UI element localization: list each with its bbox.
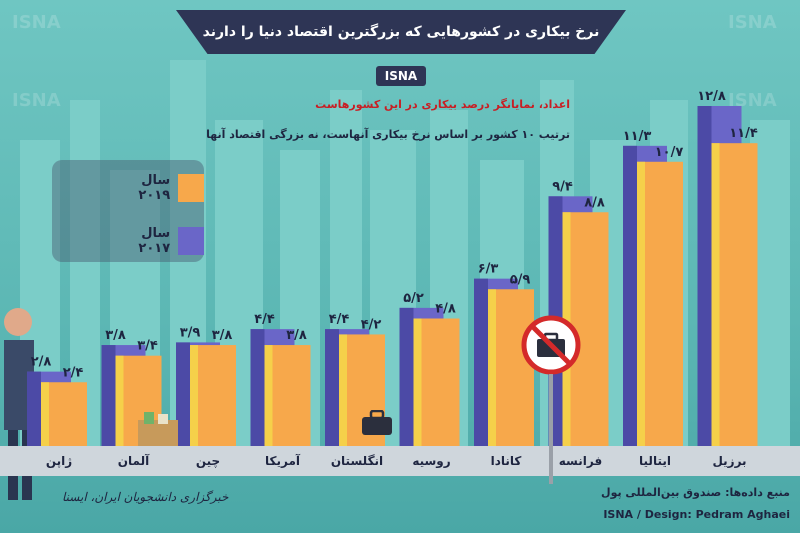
data-label-2017: ۳/۹ [180,325,201,340]
category-label: کانادا [491,454,522,468]
bar-2017-shade [623,145,637,446]
watermark: ISNA [12,90,61,111]
bar-2019-highlight [711,143,720,446]
data-label-2017: ۶/۳ [478,262,499,277]
bar-2019-highlight [637,161,645,446]
chart-subtitle: اعداد، نمایانگر درصد بیکاری در این کشوره… [315,98,570,111]
watermark: ISNA [12,12,61,33]
data-label-2019: ۱۱/۴ [729,126,758,141]
category-label: چین [196,454,220,468]
data-source: منبع داده‌ها: صندوق بین‌المللی پول [601,486,790,499]
legend-item-2017: سال ۲۰۱۷ [114,226,204,256]
legend-swatch [178,227,204,255]
bar-2017-shade [474,278,488,446]
data-label-2019: ۸/۸ [584,195,605,210]
briefcase-icon [362,410,392,435]
bar-2017-shade [325,329,339,446]
chart-note: ترتیب ۱۰ کشور بر اساس نرخ بیکاری آنهاست،… [206,128,570,141]
bar-2017-shade [250,329,265,446]
data-label-2017: ۴/۴ [254,312,275,327]
data-label-2019: ۴/۲ [361,317,382,332]
bar-2017-shade [399,307,414,446]
data-label-2019: ۲/۴ [63,365,84,380]
category-label: برزیل [712,454,746,468]
legend: سال ۲۰۱۹ سال ۲۰۱۷ [52,160,204,262]
bar-2019-highlight [41,382,49,446]
bar-2017-shade [176,342,190,446]
watermark: ISNA [728,12,777,33]
ground-strip [0,446,800,476]
agency-signature: خبرگزاری دانشجویان ایران، ایسنا [62,490,229,504]
bar-2019-highlight [264,345,273,446]
category-label: آلمان [118,453,150,468]
data-label-2017: ۱۱/۳ [623,129,652,144]
data-label-2019: ۳/۸ [286,328,307,343]
data-label-2019: ۴/۸ [435,302,456,317]
data-label-2017: ۴/۴ [329,312,350,327]
data-label-2019: ۳/۸ [212,328,233,343]
moving-box-icon [138,412,178,446]
brand-badge: ISNA [376,66,426,86]
legend-swatch [178,174,204,202]
sign-pole [549,374,553,484]
category-label: انگلستان [331,454,383,468]
bar-2019-highlight [339,334,347,446]
category-label: فرانسه [559,454,602,468]
legend-label: سال ۲۰۱۷ [138,226,171,256]
legend-item-2019: سال ۲۰۱۹ [114,173,204,203]
data-label-2017: ۳/۸ [105,328,126,343]
bar-2017-shade [101,345,116,446]
bar-2019-highlight [115,355,124,446]
data-label-2019: ۱۰/۷ [655,145,684,160]
data-label-2017: ۱۲/۸ [697,89,726,104]
bar-2019-highlight [488,289,496,446]
data-label-2019: ۳/۴ [137,339,158,354]
page-title: نرخ بیکاری در کشورهایی که بزرگترین اقتصا… [176,10,626,54]
category-label: آمریکا [265,453,301,468]
watermark: ISNA [728,90,777,111]
design-credit: ISNA / Design: Pedram Aghaei [603,508,790,521]
data-label-2017: ۵/۲ [403,291,424,306]
bar-2017-shade [27,371,41,446]
legend-label: سال ۲۰۱۹ [138,173,171,203]
bar-2019-highlight [413,318,422,446]
category-label: روسیه [412,454,450,469]
data-label-2019: ۵/۹ [510,272,531,287]
data-label-2017: ۲/۸ [31,355,52,370]
bar-2017-shade [697,106,712,446]
category-label: ایتالیا [639,454,671,468]
no-job-sign-icon [521,315,581,375]
category-label: ژاپن [46,454,72,468]
data-label-2017: ۹/۴ [552,179,573,194]
bar-2019-highlight [190,345,198,446]
